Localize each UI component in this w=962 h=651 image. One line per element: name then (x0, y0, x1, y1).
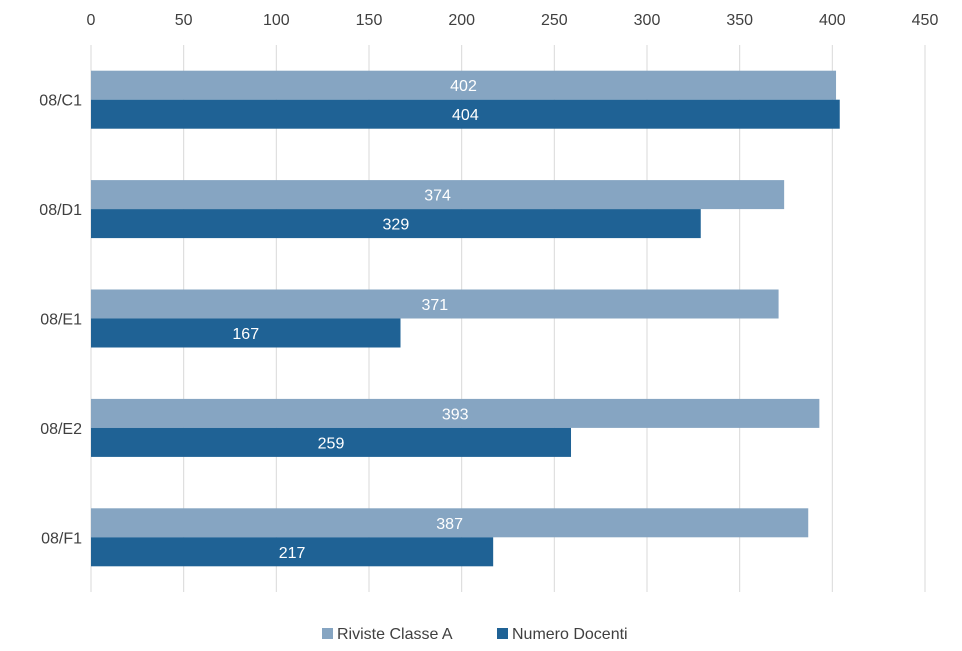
x-tick-label: 100 (263, 12, 290, 29)
category-label: 08/D1 (39, 202, 82, 219)
bar-numero-docenti (91, 537, 494, 567)
x-tick-label: 50 (175, 12, 193, 29)
bar-riviste-classe-a (91, 289, 779, 319)
bars: 402 404 374 329 371 167 393 259 387 217 (91, 70, 840, 567)
bar-numero-docenti (91, 209, 701, 239)
legend-label: Numero Docenti (512, 626, 628, 643)
category-labels: 08/C1 08/D1 08/E1 08/E2 08/F1 (39, 93, 82, 548)
legend-swatch (497, 628, 508, 639)
x-tick-label: 350 (726, 12, 753, 29)
data-label: 371 (421, 297, 448, 314)
x-tick-label: 150 (356, 12, 383, 29)
data-label: 217 (279, 545, 306, 562)
data-label: 329 (383, 217, 410, 234)
x-tick-label: 250 (541, 12, 568, 29)
data-label: 402 (450, 78, 477, 95)
data-label: 259 (318, 435, 345, 452)
data-label: 167 (232, 326, 259, 343)
legend: Riviste Classe A Numero Docenti (322, 626, 628, 643)
data-label: 404 (452, 107, 479, 124)
x-tick-label: 300 (634, 12, 661, 29)
x-axis-ticks: 0 50 100 150 200 250 300 350 400 450 (87, 12, 939, 29)
data-label: 393 (442, 406, 469, 423)
bar-numero-docenti (91, 99, 840, 129)
x-tick-label: 200 (448, 12, 475, 29)
bar-riviste-classe-a (91, 180, 785, 210)
x-tick-label: 0 (87, 12, 96, 29)
category-label: 08/C1 (39, 93, 82, 110)
category-label: 08/E1 (40, 312, 82, 329)
data-label: 374 (424, 188, 451, 205)
bar-riviste-classe-a (91, 398, 820, 428)
bar-numero-docenti (91, 427, 572, 457)
category-label: 08/F1 (41, 530, 82, 547)
bar-numero-docenti (91, 318, 401, 348)
bar-riviste-classe-a (91, 508, 809, 538)
legend-swatch (322, 628, 333, 639)
x-tick-label: 400 (819, 12, 846, 29)
data-label: 387 (436, 516, 463, 533)
bar-riviste-classe-a (91, 70, 837, 100)
legend-label: Riviste Classe A (337, 626, 453, 643)
category-label: 08/E2 (40, 421, 82, 438)
x-tick-label: 450 (912, 12, 939, 29)
